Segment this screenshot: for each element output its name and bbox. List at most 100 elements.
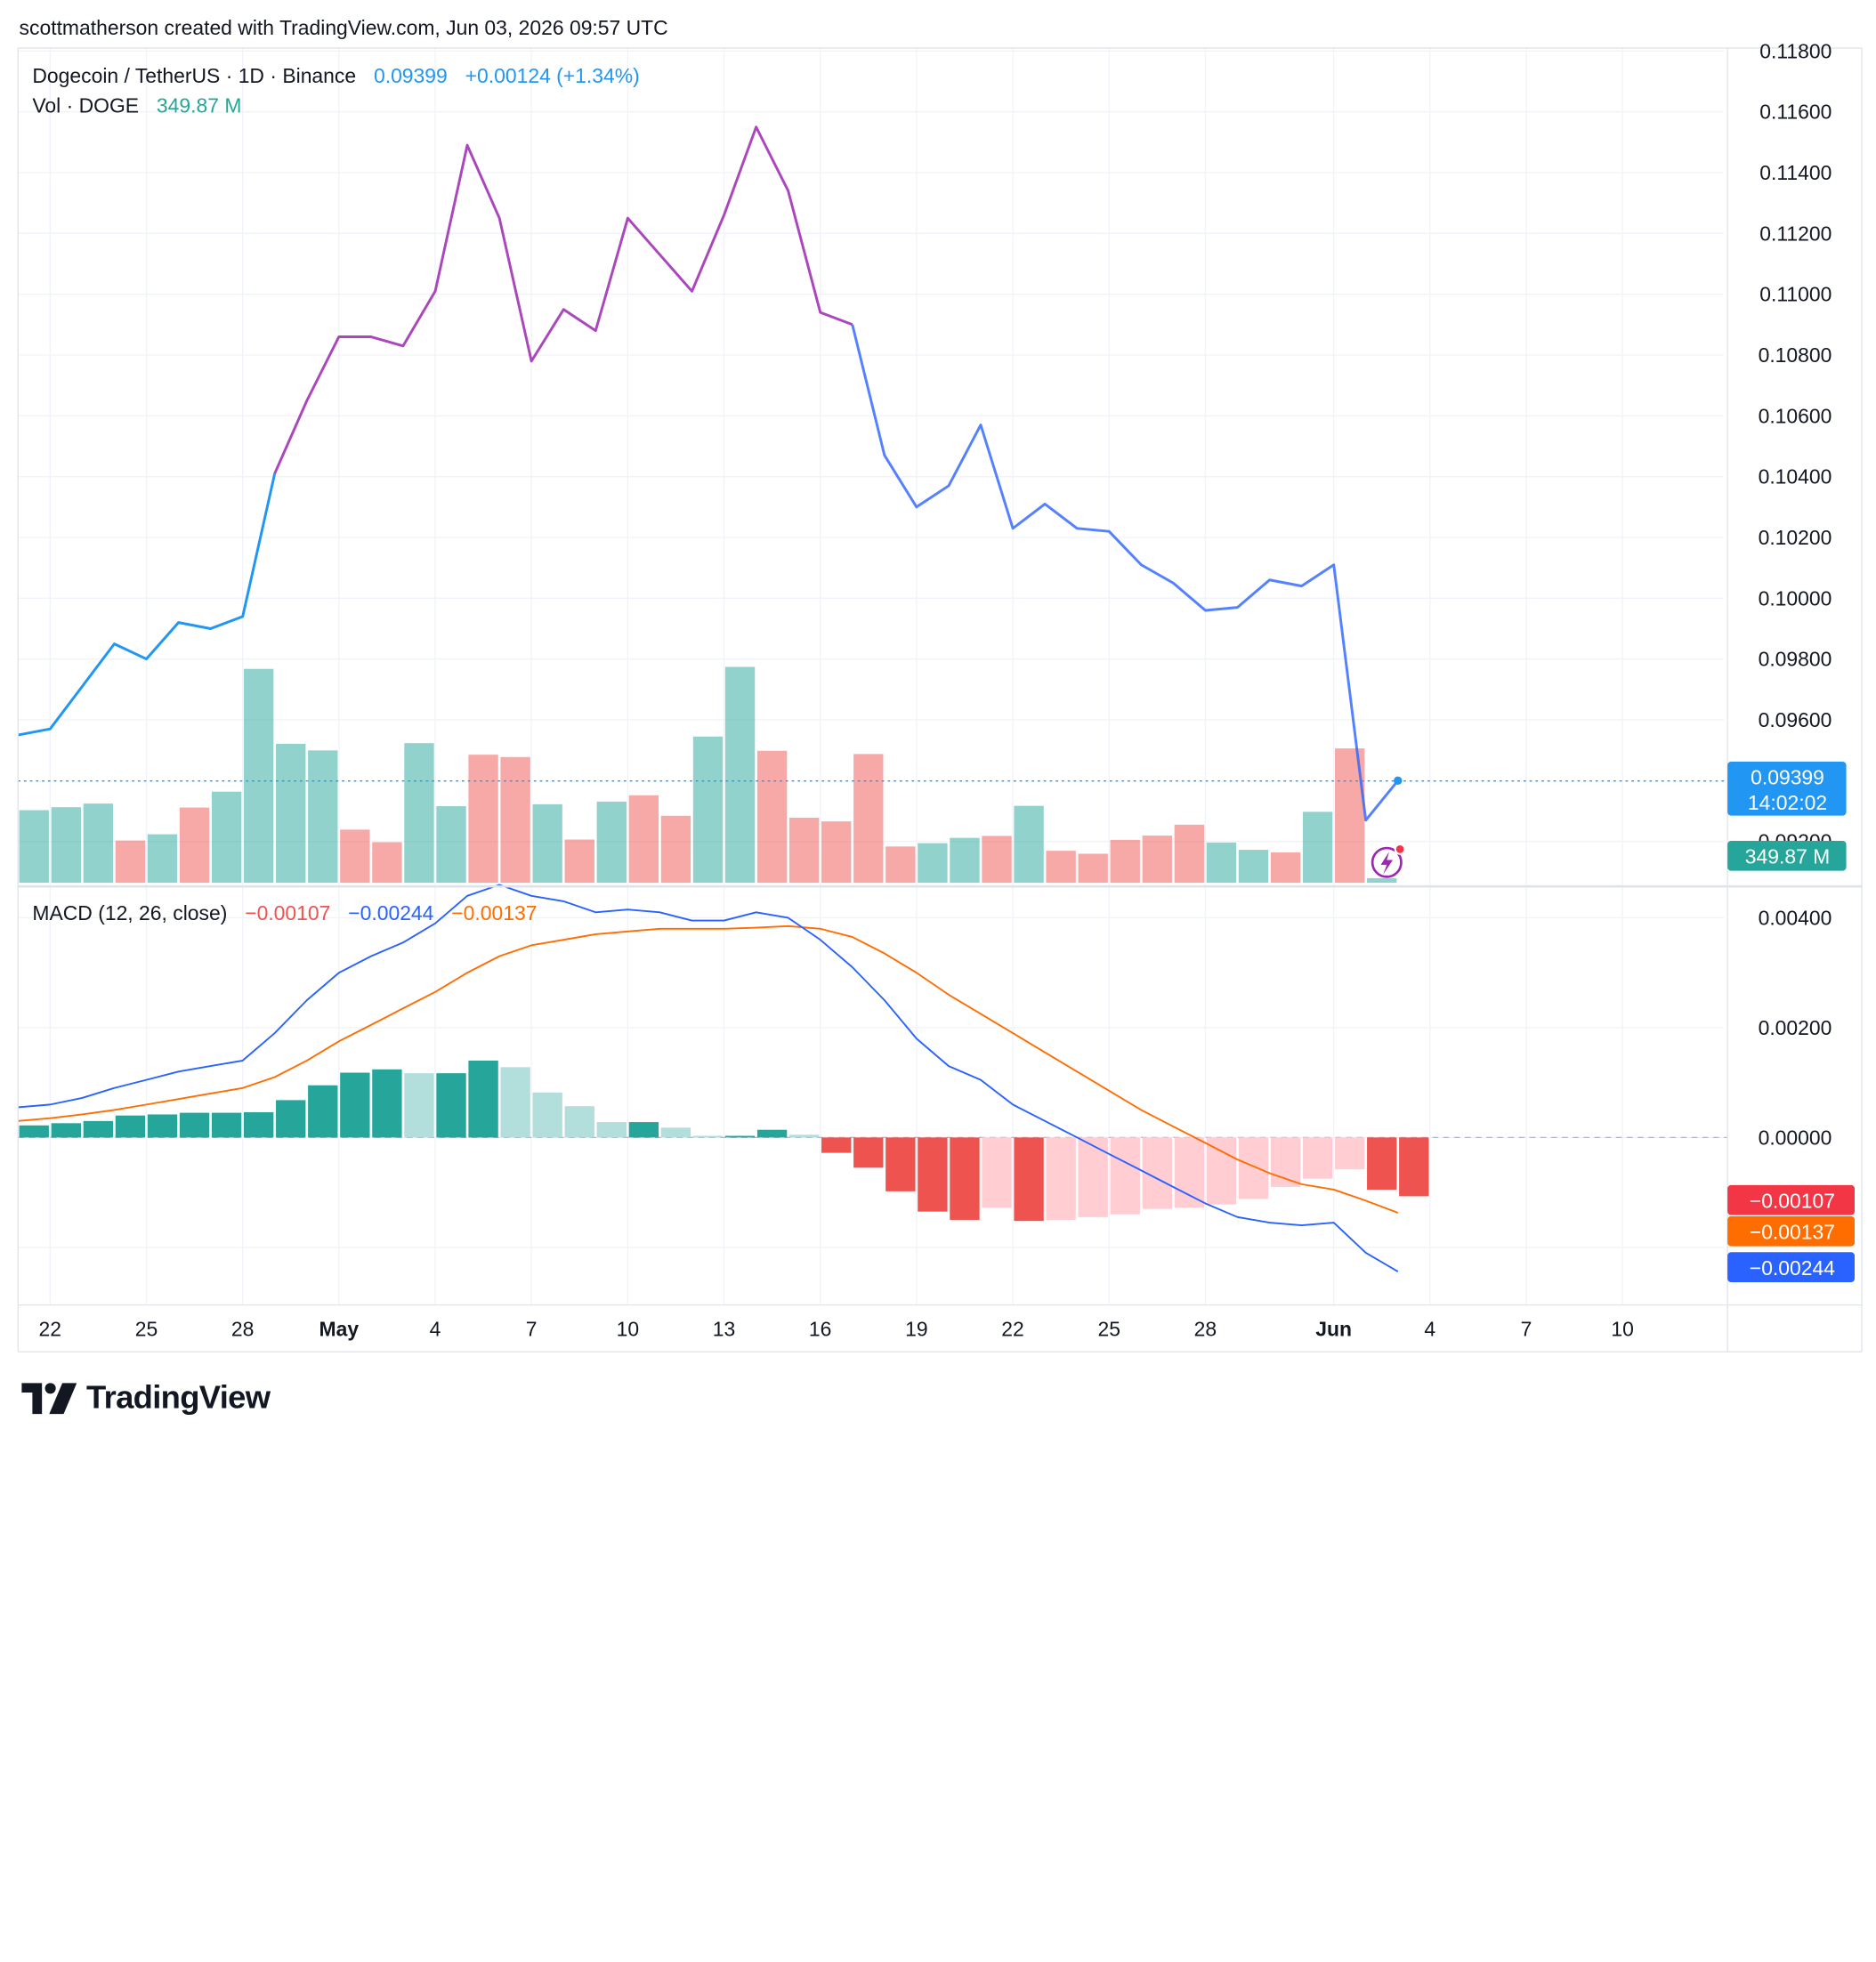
- macd-histogram-bar: [918, 1137, 948, 1212]
- volume-bars: [19, 666, 1397, 884]
- volume-bar: [1014, 805, 1044, 884]
- macd-histogram-bar: [692, 1135, 724, 1138]
- macd-histogram-bar: [660, 1127, 691, 1138]
- price-line-segment: [273, 125, 853, 474]
- time-tick-label: 13: [713, 1318, 735, 1341]
- time-tick-label: 16: [809, 1318, 831, 1341]
- macd-histogram-bar: [243, 1111, 274, 1138]
- last-price-value: 0.09399: [1751, 766, 1824, 789]
- volume-bar: [276, 743, 306, 884]
- legend-row-price: Dogecoin / TetherUS · 1D · Binance 0.093…: [32, 64, 639, 87]
- volume-bar: [950, 837, 980, 884]
- time-tick-label: 28: [1194, 1318, 1217, 1341]
- price-tick-label: 0.11200: [1759, 222, 1832, 245]
- price-tick-label: 0.10000: [1759, 586, 1832, 610]
- macd-histogram-bar: [1238, 1137, 1269, 1199]
- macd-histogram-bar: [628, 1122, 659, 1138]
- volume-bar: [51, 807, 81, 884]
- macd-histogram-bar: [372, 1069, 402, 1138]
- price-tick-label: 0.11000: [1759, 283, 1832, 306]
- legend-row-volume: Vol · DOGE 349.87 M: [32, 94, 241, 117]
- macd-histogram-bar: [821, 1137, 852, 1153]
- lightning-event-icon[interactable]: [1371, 843, 1406, 878]
- macd-hist-tag: −0.00107: [1727, 1184, 1856, 1215]
- volume-tag-value: 349.87 M: [1745, 845, 1831, 868]
- time-tick-label: May: [319, 1318, 360, 1341]
- macd-histogram-bar: [404, 1073, 434, 1138]
- volume-bar: [724, 666, 756, 884]
- time-tick-label: 7: [526, 1318, 538, 1341]
- volume-bar: [756, 750, 788, 884]
- macd-histogram-bar: [950, 1137, 980, 1220]
- volume-bar: [982, 836, 1012, 884]
- time-tick-label: 19: [905, 1318, 927, 1341]
- volume-bar: [1046, 851, 1076, 884]
- price-tick-label: 0.10800: [1759, 343, 1832, 367]
- brand-name: TradingView: [86, 1379, 271, 1416]
- macd-histogram-bar: [1014, 1137, 1044, 1222]
- attribution-text: scottmatherson created with TradingView.…: [20, 16, 668, 39]
- volume-bar: [243, 668, 274, 884]
- time-tick-label: Jun: [1315, 1318, 1352, 1341]
- legend-macd-label: MACD (12, 26, close): [32, 901, 227, 924]
- legend-vol-value: 349.87 M: [157, 94, 242, 117]
- macd-histogram-bar: [1302, 1137, 1333, 1179]
- bar-countdown: 14:02:02: [1748, 791, 1827, 814]
- price-tick-label: 0.11800: [1759, 39, 1832, 62]
- time-tick-label: 10: [1611, 1318, 1633, 1341]
- volume-bar: [1367, 877, 1397, 884]
- tradingview-brand[interactable]: TradingView: [21, 1379, 271, 1417]
- price-tick-label: 0.10600: [1759, 404, 1832, 427]
- volume-bar: [19, 810, 49, 884]
- macd-tick-label: 0.00200: [1759, 1016, 1832, 1039]
- macd-tick-label: 0.00000: [1759, 1126, 1832, 1149]
- time-tick-label: 22: [39, 1318, 61, 1341]
- time-tick-label: 25: [1097, 1318, 1120, 1341]
- macd-signal-tag-value: −0.00137: [1750, 1220, 1835, 1243]
- time-tick-label: 4: [1424, 1318, 1435, 1341]
- volume-bar: [596, 801, 627, 884]
- macd-signal-line: [18, 924, 1399, 1214]
- volume-bar: [660, 815, 691, 884]
- macd-histogram-bar: [1078, 1137, 1108, 1217]
- last-price-tag: 0.09399 14:02:02: [1727, 761, 1847, 816]
- legend-change: +0.00124 (+1.34%): [465, 64, 640, 87]
- volume-bar: [211, 791, 242, 884]
- macd-line-tag: −0.00244: [1727, 1252, 1856, 1283]
- macd-histogram-bar: [436, 1073, 466, 1138]
- volume-bar: [179, 807, 210, 884]
- macd-histogram-bar: [1334, 1137, 1365, 1170]
- volume-bar: [1270, 852, 1301, 884]
- macd-histogram: [18, 1060, 1728, 1222]
- volume-bar: [1142, 836, 1172, 884]
- macd-histogram-bar: [115, 1115, 146, 1138]
- macd-histogram-bar: [532, 1092, 562, 1138]
- volume-bar: [468, 755, 498, 884]
- volume-bar: [1110, 839, 1140, 884]
- volume-bar: [564, 839, 594, 884]
- macd-tick-label: 0.00400: [1759, 907, 1832, 930]
- volume-bar: [692, 736, 724, 884]
- macd-histogram-bar: [340, 1072, 370, 1138]
- volume-bar: [788, 818, 820, 884]
- volume-bar: [147, 834, 178, 884]
- volume-bar: [436, 806, 466, 884]
- macd-histogram-bar: [500, 1067, 530, 1138]
- legend-macd-hist: −0.00107: [245, 901, 330, 924]
- macd-histogram-bar: [1367, 1137, 1397, 1191]
- price-line-segment: [17, 472, 277, 737]
- time-tick-label: 7: [1521, 1318, 1532, 1341]
- macd-histogram-bar: [1399, 1137, 1429, 1197]
- macd-histogram-bar: [982, 1137, 1012, 1208]
- macd-signal-tag: −0.00137: [1727, 1215, 1856, 1247]
- legend-vol-label: Vol · DOGE: [32, 94, 139, 117]
- time-tick-label: 22: [1001, 1318, 1023, 1341]
- price-tick-label: 0.09600: [1759, 708, 1832, 731]
- time-tick-label: 25: [135, 1318, 158, 1341]
- time-tick-label: 10: [617, 1318, 639, 1341]
- macd-histogram-bar: [211, 1112, 242, 1138]
- time-tick-label: 28: [231, 1318, 254, 1341]
- macd-histogram-bar: [756, 1129, 788, 1138]
- volume-bar: [308, 750, 338, 884]
